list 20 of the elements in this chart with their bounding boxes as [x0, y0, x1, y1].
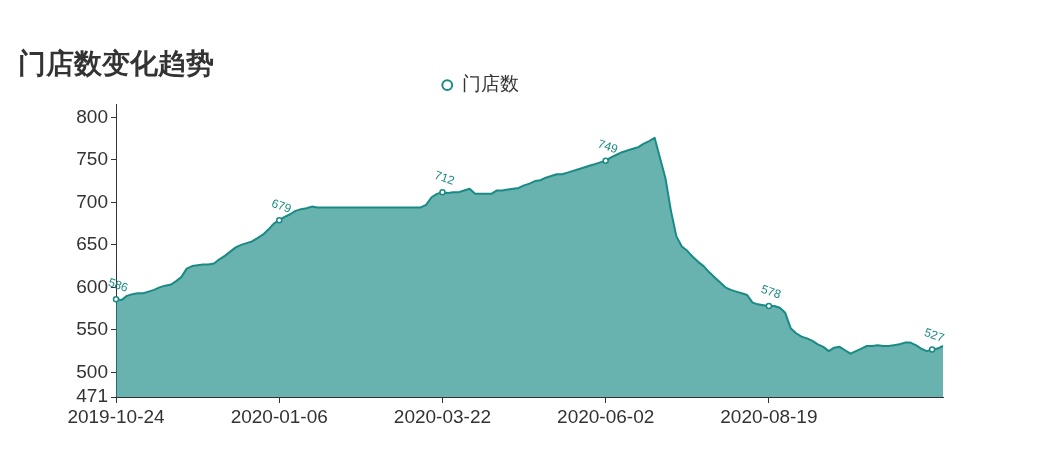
y-tick-label: 650 — [76, 233, 108, 255]
data-label: 749 — [596, 136, 620, 157]
x-tick-label: 2020-06-02 — [557, 405, 655, 427]
x-tick-label: 2019-10-24 — [67, 405, 166, 427]
y-tick-label: 600 — [76, 275, 108, 297]
x-tick-label: 2020-03-22 — [393, 405, 492, 427]
x-tick-label: 2020-08-19 — [720, 405, 818, 427]
y-tick-label: 550 — [76, 318, 108, 340]
legend-label: 门店数 — [461, 73, 519, 95]
y-tick-label: 471 — [76, 385, 108, 407]
x-tick-label: 2020-01-06 — [230, 405, 328, 427]
data-label: 578 — [759, 281, 784, 302]
data-label: 527 — [922, 325, 947, 346]
y-tick-label: 750 — [76, 148, 108, 170]
y-tick-label: 800 — [76, 105, 108, 127]
y-tick-label: 700 — [76, 190, 108, 212]
data-label: 712 — [432, 167, 457, 188]
y-tick-label: 500 — [76, 360, 108, 382]
data-label: 679 — [269, 196, 294, 216]
chart-title: 门店数变化趋势 — [18, 47, 214, 79]
